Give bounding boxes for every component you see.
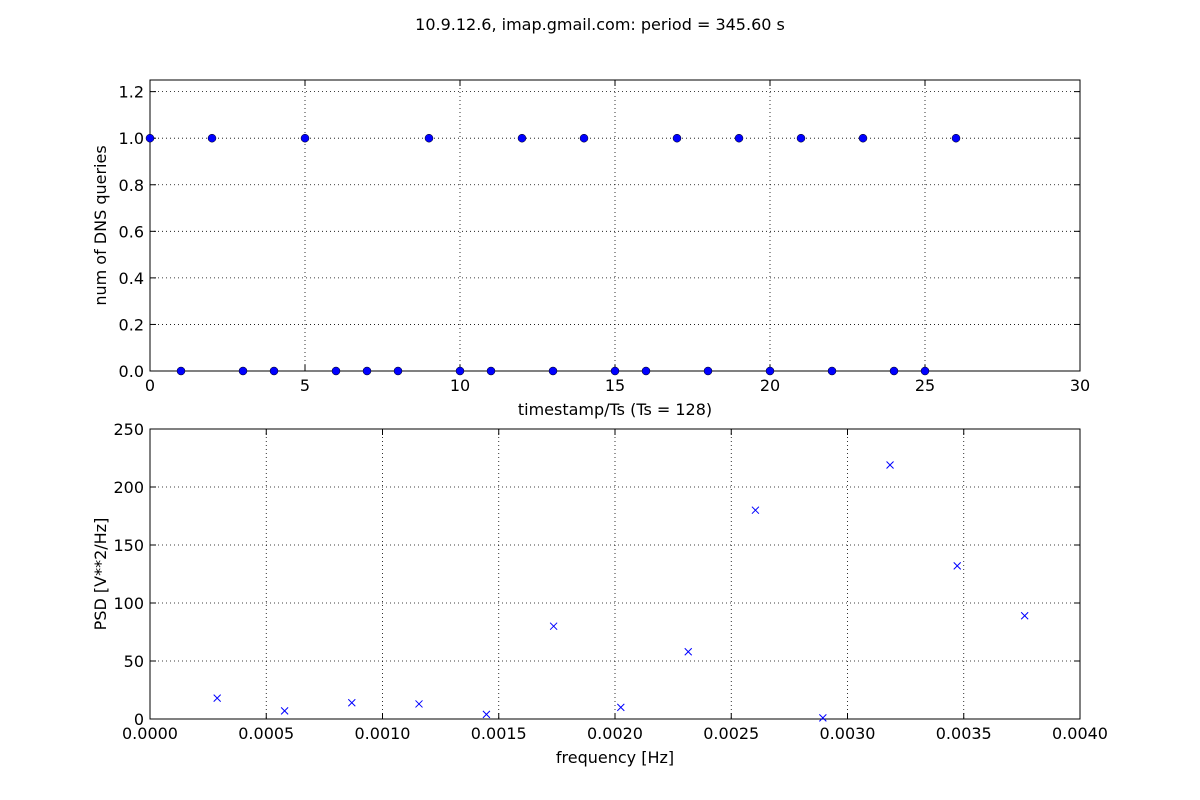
data-point xyxy=(548,366,558,376)
y-tick-label: 200 xyxy=(113,478,144,497)
data-point xyxy=(455,366,465,376)
x-tick-label: 15 xyxy=(605,376,625,395)
x-tick-label: 25 xyxy=(915,376,935,395)
y-tick-label: 0.6 xyxy=(119,222,144,241)
data-point xyxy=(616,703,625,712)
data-point xyxy=(362,366,372,376)
data-point xyxy=(331,366,341,376)
data-point xyxy=(610,366,620,376)
x-tick-label: 0.0015 xyxy=(471,724,527,743)
data-point xyxy=(415,700,423,708)
data-point xyxy=(951,133,961,143)
x-tick-label: 5 xyxy=(300,376,310,395)
y-tick-label: 1.2 xyxy=(119,83,144,102)
data-point xyxy=(549,622,558,631)
x-axis-label: timestamp/Ts (Ts = 128) xyxy=(518,400,712,419)
y-tick-label: 150 xyxy=(113,536,144,555)
data-point xyxy=(238,366,248,376)
data-point xyxy=(889,366,899,376)
data-point xyxy=(145,133,155,143)
data-point xyxy=(482,710,491,719)
y-tick-label: 0.2 xyxy=(119,315,144,334)
data-point xyxy=(920,366,930,376)
x-tick-label: 20 xyxy=(760,376,780,395)
data-point xyxy=(751,506,760,515)
data-point xyxy=(684,647,693,656)
data-point xyxy=(796,133,806,143)
data-point xyxy=(827,366,837,376)
x-tick-label: 10 xyxy=(450,376,470,395)
data-point xyxy=(280,707,289,715)
dns-queries-plot: 0 5 10 15 20 25 30 0.0 0.2 0.4 0.6 0.8 1.0 1.2 timesta… xyxy=(91,79,1090,419)
x-tick-label: 0.0005 xyxy=(238,724,294,743)
data-point xyxy=(886,461,894,469)
x-tick-label: 0.0020 xyxy=(587,724,643,743)
data-point xyxy=(765,366,775,376)
data-point xyxy=(858,133,868,143)
y-tick-label: 0.4 xyxy=(119,269,144,288)
data-point xyxy=(641,366,651,376)
y-tick-label: 1.0 xyxy=(119,129,144,148)
x-axis-label: frequency [Hz] xyxy=(556,748,674,767)
x-tick-label: 0 xyxy=(145,376,155,395)
data-point xyxy=(213,694,222,702)
plot-frame xyxy=(149,79,1081,372)
data-point xyxy=(734,133,744,143)
data-point xyxy=(269,366,279,376)
data-point xyxy=(672,133,682,143)
x-tick-label: 0.0010 xyxy=(355,724,411,743)
data-point xyxy=(347,698,356,707)
y-tick-label: 250 xyxy=(113,420,144,439)
y-tick-label: 0.8 xyxy=(119,176,144,195)
x-tick-label: 30 xyxy=(1070,376,1090,395)
data-point xyxy=(393,366,403,376)
data-point xyxy=(300,133,310,143)
psd-plot: 0.0000 0.0005 0.0010 0.0015 0.0020 0.0025 0.00… xyxy=(91,420,1108,767)
y-axis-label: num of DNS queries xyxy=(91,145,110,305)
y-tick-label: 0 xyxy=(134,710,144,729)
x-tick-label: 0.0000 xyxy=(122,724,178,743)
y-axis-label: PSD [V**2/Hz] xyxy=(91,518,110,631)
data-point xyxy=(579,133,589,143)
data-point xyxy=(486,366,496,376)
x-tick-label: 0.0025 xyxy=(703,724,759,743)
data-point xyxy=(953,562,962,570)
y-tick-label: 50 xyxy=(124,652,144,671)
y-tick-label: 100 xyxy=(113,594,144,613)
data-point xyxy=(819,713,827,722)
x-tick-label: 0.0040 xyxy=(1052,724,1108,743)
figure-title: 10.9.12.6, imap.gmail.com: period = 345.… xyxy=(415,15,785,34)
x-tick-label: 0.0030 xyxy=(820,724,876,743)
data-point xyxy=(517,133,527,143)
y-tick-label: 0.0 xyxy=(119,362,144,381)
data-point xyxy=(703,366,713,376)
x-tick-label: 0.0035 xyxy=(936,724,992,743)
data-point xyxy=(207,133,217,143)
data-point xyxy=(1020,611,1029,620)
data-point xyxy=(424,133,434,143)
data-point xyxy=(176,366,186,376)
